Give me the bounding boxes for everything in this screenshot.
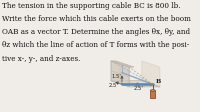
- Text: 2.5': 2.5': [108, 83, 118, 88]
- Polygon shape: [111, 61, 129, 87]
- Polygon shape: [121, 83, 123, 85]
- Text: Write the force which this cable exerts on the boom: Write the force which this cable exerts …: [2, 15, 191, 23]
- Ellipse shape: [150, 90, 155, 91]
- Text: OAB as a vector T. Determine the angles θx, θy, and: OAB as a vector T. Determine the angles …: [2, 28, 190, 36]
- Text: tive x-, y-, and z-axes.: tive x-, y-, and z-axes.: [2, 55, 80, 62]
- Polygon shape: [150, 84, 154, 85]
- Bar: [150, 90, 155, 98]
- Text: The tension in the supporting cable BC is 800 lb.: The tension in the supporting cable BC i…: [2, 2, 180, 10]
- Text: θz which the line of action of T forms with the posi-: θz which the line of action of T forms w…: [2, 41, 189, 49]
- Text: 1.5': 1.5': [111, 74, 121, 79]
- Text: 2.5': 2.5': [133, 86, 143, 92]
- Polygon shape: [111, 81, 160, 87]
- Polygon shape: [142, 61, 160, 87]
- Text: B: B: [156, 79, 161, 84]
- Polygon shape: [111, 61, 134, 67]
